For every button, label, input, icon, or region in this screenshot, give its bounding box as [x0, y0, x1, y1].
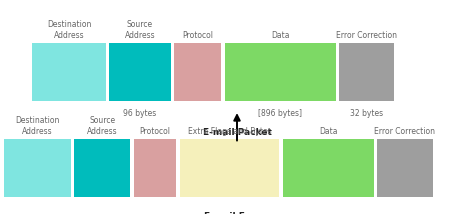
Text: Error Correction: Error Correction	[374, 127, 435, 136]
Text: 96 bytes: 96 bytes	[123, 109, 156, 118]
Bar	[339, 43, 394, 101]
Bar	[32, 43, 106, 101]
Bar	[4, 139, 71, 197]
Text: Destination
Address: Destination Address	[47, 20, 91, 40]
Bar	[174, 43, 221, 101]
Text: E-mail Packet: E-mail Packet	[202, 128, 272, 137]
Text: Protocol: Protocol	[139, 127, 171, 136]
Text: Source
Address: Source Address	[87, 116, 118, 136]
Bar	[180, 139, 279, 197]
Bar	[74, 139, 130, 197]
Text: [896 bytes]: [896 bytes]	[258, 109, 302, 118]
Bar	[283, 139, 374, 197]
Text: Source
Address: Source Address	[125, 20, 155, 40]
Text: Extra Flags and Bytes: Extra Flags and Bytes	[188, 127, 271, 136]
Text: Data: Data	[319, 127, 337, 136]
Text: Protocol: Protocol	[182, 31, 213, 40]
Text: Destination
Address: Destination Address	[15, 116, 60, 136]
Text: E-mail Frame: E-mail Frame	[204, 212, 270, 214]
Bar	[134, 139, 176, 197]
Bar	[109, 43, 171, 101]
Text: Data: Data	[271, 31, 290, 40]
Bar	[225, 43, 336, 101]
Text: 32 bytes: 32 bytes	[350, 109, 383, 118]
Bar	[377, 139, 433, 197]
Text: Error Correction: Error Correction	[336, 31, 397, 40]
